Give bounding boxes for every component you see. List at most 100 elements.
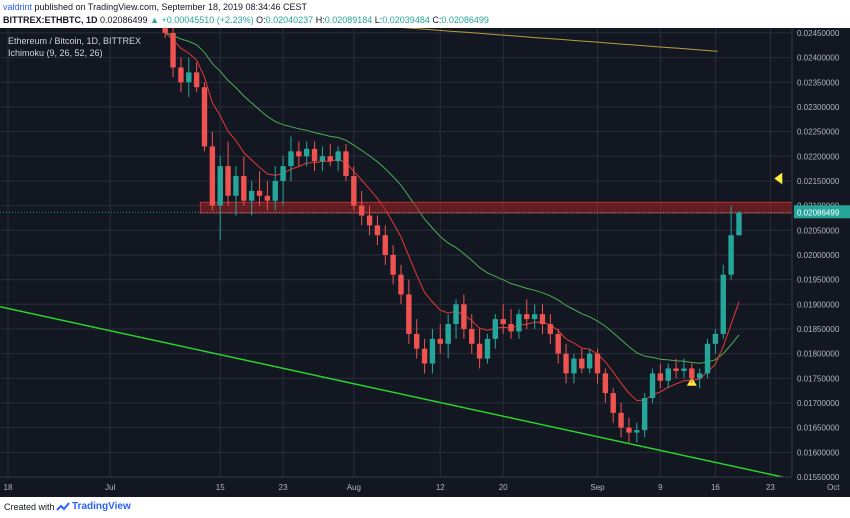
candle-body: [248, 190, 255, 201]
candle-body: [233, 176, 239, 196]
y-tick-label: 0.02450000: [797, 29, 840, 38]
author-link[interactable]: valdrint: [3, 2, 33, 12]
candle-body: [594, 353, 601, 374]
candle-body: [453, 304, 459, 325]
y-tick-label: 0.02150000: [797, 177, 840, 186]
candle-body: [390, 254, 396, 275]
ohlc-close-label: C:: [432, 15, 442, 25]
senkou-span-line: [402, 28, 718, 52]
x-tick-label: 12: [436, 483, 445, 492]
x-tick-label: 23: [766, 483, 775, 492]
y-tick-label: 0.01750000: [797, 374, 840, 383]
candle-body: [445, 324, 451, 344]
ohlc-high-label: H:: [315, 15, 325, 25]
candle-body: [579, 358, 585, 369]
candle-body: [406, 294, 412, 334]
y-tick-label: 0.01650000: [797, 424, 840, 433]
candle-body: [563, 353, 569, 374]
candle-body: [484, 338, 491, 359]
candle-body: [256, 190, 263, 196]
candle-body: [712, 333, 719, 344]
y-tick-label: 0.01800000: [797, 350, 840, 359]
y-tick-label: 0.01850000: [797, 325, 840, 334]
candle-body: [492, 319, 499, 339]
candle-body: [335, 151, 341, 162]
left-triangle-marker: [774, 172, 783, 185]
candle-body: [241, 176, 247, 201]
grid: [0, 28, 834, 478]
ohlc-low-label: L:: [374, 15, 383, 25]
candle-body: [359, 205, 365, 216]
candle-body: [681, 368, 687, 371]
y-tick-label: 0.02050000: [797, 226, 840, 235]
x-tick-label: 18: [4, 483, 13, 492]
candle-body: [319, 156, 326, 162]
candle-body: [555, 333, 561, 354]
candle-body: [673, 368, 679, 371]
candle-body: [469, 328, 475, 344]
candle-body: [610, 393, 616, 413]
ohlc-low: 0.02039484: [382, 15, 430, 25]
chart-header: valdrint published on TradingView.com, S…: [0, 0, 850, 28]
x-tick-label: 23: [279, 483, 288, 492]
candle-body: [201, 87, 208, 147]
candle-body: [586, 353, 593, 369]
y-tick-label: 0.01900000: [797, 300, 840, 309]
chart-background: [0, 28, 850, 497]
candle-body: [414, 333, 420, 349]
symbol-info: BITTREX:ETHBTC, 1D 0.02086499 ▲ +0.00045…: [3, 15, 489, 25]
ohlc-open-label: O:: [256, 15, 266, 25]
candle-body: [500, 319, 506, 325]
ohlc-high: 0.02089184: [324, 15, 373, 25]
y-tick-label: 0.02350000: [797, 78, 840, 87]
candles: [162, 28, 742, 443]
candle-body: [398, 274, 404, 295]
candle-body: [382, 235, 388, 255]
chart-title: Ethereum / Bitcoin, 1D, BITTREX: [8, 36, 141, 46]
y-tick-label: 0.01600000: [797, 448, 840, 457]
tradingview-brand[interactable]: TradingView: [72, 501, 131, 512]
candle-body: [728, 235, 734, 275]
candle-body: [288, 151, 294, 167]
candle-body: [186, 72, 192, 83]
ohlc-open: 0.02040237: [265, 15, 314, 25]
candle-body: [547, 324, 554, 334]
candle-body: [437, 338, 443, 344]
candle-body: [421, 348, 428, 364]
candle-body: [524, 314, 530, 320]
y-tick-label: 0.02300000: [797, 103, 840, 112]
price-change: ▲ +0.00045510 (+2.23%): [150, 15, 254, 25]
candle-body: [516, 314, 522, 332]
price-axis-background: [792, 28, 850, 497]
candle-body: [720, 274, 726, 334]
last-price-label: 0.02086499: [797, 208, 840, 217]
candle-body: [170, 32, 176, 68]
candle-body: [303, 148, 310, 157]
indicator-label[interactable]: Ichimoku (9, 26, 52, 26): [8, 48, 103, 58]
candle-body: [264, 195, 271, 201]
candle-body: [366, 215, 373, 226]
x-tick-label: Oct: [827, 483, 840, 492]
candle-body: [296, 151, 302, 157]
candle-body: [162, 28, 168, 33]
last-price: 0.02086499: [100, 15, 148, 25]
y-tick-label: 0.01550000: [797, 473, 840, 482]
x-tick-label: 16: [711, 483, 720, 492]
y-tick-label: 0.01700000: [797, 399, 840, 408]
candle-body: [696, 373, 703, 379]
candle-body: [665, 368, 671, 381]
created-with-text: Created with: [4, 502, 55, 512]
candle-body: [272, 180, 278, 201]
candle-body: [225, 166, 231, 196]
kijun-line: [165, 32, 740, 364]
candle-body: [641, 398, 648, 431]
published-text: published on TradingView.com, September …: [34, 2, 308, 12]
candle-body: [429, 338, 436, 364]
candle-body: [461, 304, 467, 329]
y-tick-label: 0.02000000: [797, 251, 840, 260]
price-chart[interactable]: 0.02450000 0.02400000 0.02350000 0.02300000…: [0, 28, 850, 497]
y-tick-label: 0.02400000: [797, 54, 840, 63]
x-tick-label: Sep: [590, 483, 605, 492]
candle-body: [689, 368, 695, 379]
symbol-label: BITTREX:ETHBTC, 1D: [3, 15, 98, 25]
